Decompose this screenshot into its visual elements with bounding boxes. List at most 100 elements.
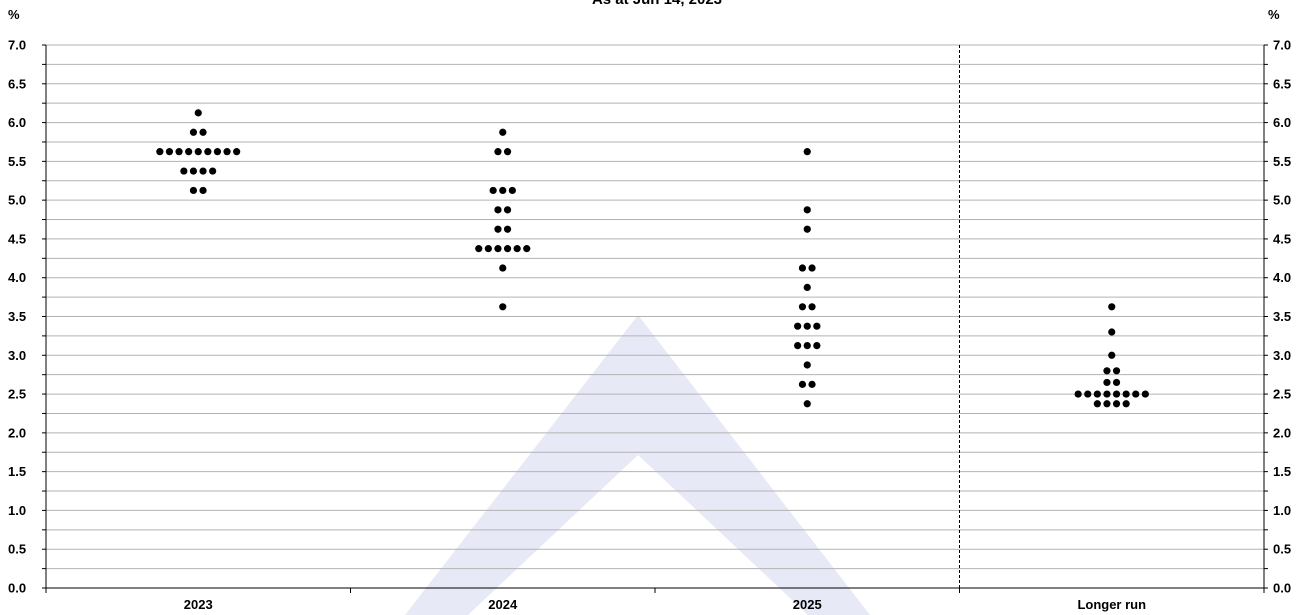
dot-point	[803, 283, 811, 292]
dot-point	[813, 322, 821, 330]
dot-point	[1122, 390, 1130, 398]
dot-point	[189, 186, 198, 195]
y-tick-label-left: 3.5	[8, 309, 26, 324]
dot-point	[803, 225, 811, 233]
dot-point	[794, 341, 802, 350]
dot-point	[1074, 390, 1082, 398]
dot-point	[499, 264, 507, 272]
dot-point	[803, 361, 811, 369]
y-tick-label-left: 7.0	[8, 38, 26, 53]
dot-point	[523, 245, 531, 253]
x-category-label: 2025	[793, 597, 822, 612]
dot-point	[156, 148, 164, 156]
y-tick-label-left: 2.5	[8, 387, 26, 402]
dot-point	[494, 148, 502, 156]
dot-point	[194, 148, 202, 156]
y-tick-label-left: 1.0	[8, 503, 26, 518]
dot-point	[1141, 390, 1149, 398]
y-tick-label-right: 6.0	[1273, 115, 1291, 130]
dot-point	[803, 400, 811, 408]
dot-point	[499, 303, 507, 311]
y-tick-label-left: 6.5	[8, 76, 26, 91]
dot-point	[494, 245, 502, 253]
chart-title: As at Jun 14, 2023	[592, 0, 722, 8]
dot-point	[1103, 367, 1111, 375]
dot-point	[503, 245, 512, 253]
dot-point	[1112, 400, 1121, 408]
y-tick-label-right: 3.5	[1273, 309, 1291, 324]
dot-point	[199, 167, 207, 175]
dot-point	[175, 148, 183, 156]
dot-point	[194, 109, 202, 117]
x-category-label: 2024	[488, 597, 518, 612]
dot-point	[1103, 390, 1111, 398]
dot-point	[180, 167, 188, 175]
dot-point	[223, 148, 231, 156]
dot-point	[513, 245, 521, 253]
y-tick-label-right: 2.5	[1273, 387, 1291, 402]
y-tick-label-left: 1.5	[8, 464, 26, 479]
dot-point	[794, 322, 802, 330]
axes	[42, 44, 1268, 593]
y-tick-label-left: 6.0	[8, 115, 26, 130]
dot-point	[503, 225, 512, 233]
y-tick-label-left: 5.0	[8, 193, 26, 208]
y-tick-label-left: 0.0	[8, 581, 26, 596]
dot-point	[499, 128, 507, 136]
x-category-label: Longer run	[1077, 597, 1146, 612]
dot-point	[1108, 351, 1116, 359]
dot-point	[508, 186, 516, 195]
watermark-logo	[405, 315, 870, 615]
dot-point	[808, 264, 816, 272]
dot-point	[803, 341, 811, 350]
dot-point	[1093, 390, 1101, 398]
dot-point	[503, 148, 512, 156]
dot-point	[213, 148, 222, 156]
dot-point	[808, 380, 816, 388]
y-tick-label-right: 0.0	[1273, 581, 1291, 596]
dot-point	[185, 148, 193, 156]
y-tick-label-right: 1.5	[1273, 464, 1291, 479]
dot-point	[798, 380, 807, 388]
dot-point	[1103, 378, 1111, 387]
dot-point	[484, 245, 492, 253]
dot-point	[1103, 400, 1111, 408]
dot-point	[1108, 328, 1116, 336]
dot-point	[1084, 390, 1092, 398]
dot-point	[1112, 367, 1121, 375]
left-unit-label: %	[8, 7, 20, 22]
dot-point	[503, 206, 512, 214]
dot-point	[165, 148, 174, 156]
dot-point	[1112, 390, 1121, 398]
y-tick-label-right: 5.0	[1273, 193, 1291, 208]
dot-point	[813, 341, 821, 350]
dot-point	[475, 245, 483, 253]
watermark-shape	[405, 315, 870, 615]
dot-point	[494, 206, 502, 214]
y-tick-label-left: 0.5	[8, 542, 26, 557]
y-tick-label-right: 3.0	[1273, 348, 1291, 363]
dot-point	[204, 148, 212, 156]
dot-point	[798, 303, 807, 311]
dot-point	[1122, 400, 1130, 408]
y-tick-label-right: 6.5	[1273, 76, 1291, 91]
dot-point	[803, 148, 811, 156]
y-tick-label-right: 2.0	[1273, 425, 1291, 440]
axis-labels: 0.0 0.0 0.5 0.5 1.0 1.0 1.5 1.5 2.0 2.0 2.5 2.5 3.0 3…	[8, 38, 1291, 613]
dot-point	[803, 322, 811, 330]
y-tick-label-left: 2.0	[8, 425, 26, 440]
dot-point	[199, 186, 207, 195]
dots-layer	[156, 109, 1149, 408]
dot-point	[189, 128, 198, 136]
grid-lines	[46, 44, 1264, 570]
y-tick-label-left: 4.5	[8, 231, 26, 246]
y-tick-label-right: 4.5	[1273, 231, 1291, 246]
dot-point	[1093, 400, 1101, 408]
y-tick-label-left: 5.5	[8, 154, 26, 169]
dot-point	[233, 148, 241, 156]
dot-point	[189, 167, 198, 175]
y-tick-label-left: 3.0	[8, 348, 26, 363]
dot-point	[494, 225, 502, 233]
dot-point	[499, 186, 507, 195]
